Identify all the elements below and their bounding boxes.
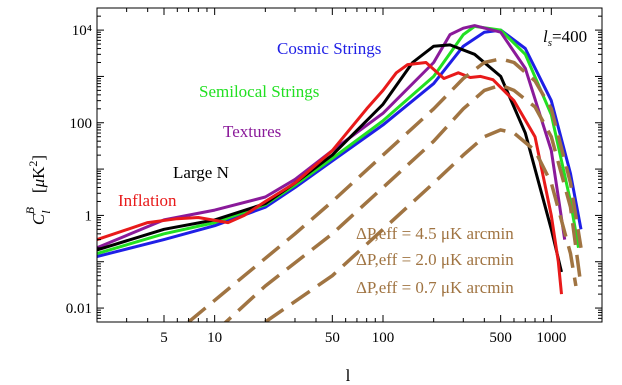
series-line-7 bbox=[264, 128, 578, 322]
series-label-5: ΔP,eff = 4.5 μK arcmin bbox=[356, 224, 514, 243]
series-line-4 bbox=[97, 61, 563, 295]
x-tick-label: 1000 bbox=[536, 330, 566, 346]
y-axis-label: ClB[μK2] bbox=[23, 155, 53, 225]
ticks-layer: 5 10 50 100 500 1000 0.01 1 100 10⁴ bbox=[66, 7, 603, 346]
series-line-6 bbox=[223, 83, 583, 322]
y-tick-label: 1 bbox=[85, 208, 93, 224]
series-label-4: Inflation bbox=[118, 191, 177, 210]
series-label-6: ΔP,eff = 2.0 μK arcmin bbox=[356, 250, 514, 269]
plot-frame bbox=[96, 7, 603, 323]
x-tick-label: 5 bbox=[160, 330, 168, 346]
x-axis-label: l bbox=[346, 366, 351, 385]
series-line-2 bbox=[97, 24, 567, 250]
y-tick-label: 10⁴ bbox=[72, 23, 92, 39]
svg-text:ClB[μK2]: ClB[μK2] bbox=[23, 155, 53, 225]
series-label-2: Textures bbox=[223, 122, 281, 141]
series-layer bbox=[97, 24, 583, 322]
series-label-0: Cosmic Strings bbox=[277, 39, 381, 58]
series-label-3: Large N bbox=[173, 163, 229, 182]
x-tick-label: 100 bbox=[372, 330, 395, 346]
annotation-layer: ls=400 l ClB[μK2] Cosmic Strings Semiloca… bbox=[23, 27, 587, 385]
x-tick-label: 500 bbox=[489, 330, 512, 346]
y-tick-label: 0.01 bbox=[66, 301, 92, 317]
y-tick-label: 100 bbox=[70, 116, 93, 132]
series-line-3 bbox=[97, 43, 563, 273]
series-label-7: ΔP,eff = 0.7 μK arcmin bbox=[356, 278, 514, 297]
x-tick-label: 50 bbox=[325, 330, 340, 346]
x-tick-label: 10 bbox=[207, 330, 222, 346]
corner-label: ls=400 bbox=[543, 27, 587, 49]
series-line-5 bbox=[187, 57, 583, 322]
series-label-1: Semilocal Strings bbox=[199, 82, 319, 101]
